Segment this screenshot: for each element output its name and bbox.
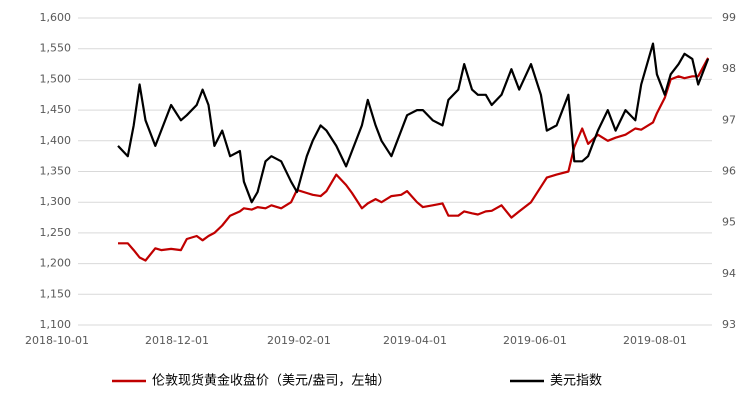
x-tick-label: 2019-08-01 [623,334,687,347]
y-tick-label: 1,200 [40,257,72,270]
y-tick-label: 1,100 [40,318,72,331]
x-tick-label: 2018-10-01 [25,334,89,347]
y2-tick-label: 96 [722,165,736,178]
y2-tick-label: 95 [722,216,736,229]
legend-label: 伦敦现货黄金收盘价（美元/盎司，左轴） [152,373,390,389]
axes: 1,100 1,150 1,200 1,250 1,300 1,350 1,400 1,450… [25,11,736,347]
x-tick-label: 2019-02-01 [267,334,331,347]
grid [78,17,712,326]
y-tick-label: 1,450 [40,103,72,116]
legend-label: 美元指数 [550,374,602,389]
y-tick-label: 1,500 [40,72,72,85]
y-tick-label: 1,150 [40,287,72,300]
legend: 伦敦现货黄金收盘价（美元/盎司，左轴） 美元指数 [112,373,602,389]
y2-tick-label: 97 [722,113,736,126]
y2-tick-label: 94 [722,267,736,280]
y-tick-label: 1,300 [40,195,72,208]
y-tick-label: 1,250 [40,226,72,239]
y2-tick-label: 98 [722,62,736,75]
y-tick-label: 1,400 [40,134,72,147]
series-line [117,42,710,204]
y-tick-label: 1,550 [40,42,72,55]
y2-tick-label: 93 [722,318,736,331]
series-line [118,57,710,262]
y-tick-label: 1,350 [40,165,72,178]
x-tick-label: 2018-12-01 [145,334,209,347]
x-tick-label: 2019-06-01 [503,334,567,347]
y-tick-label: 1,600 [40,11,72,24]
y2-tick-label: 99 [722,11,736,24]
lines [117,42,710,262]
x-tick-label: 2019-04-01 [383,334,447,347]
